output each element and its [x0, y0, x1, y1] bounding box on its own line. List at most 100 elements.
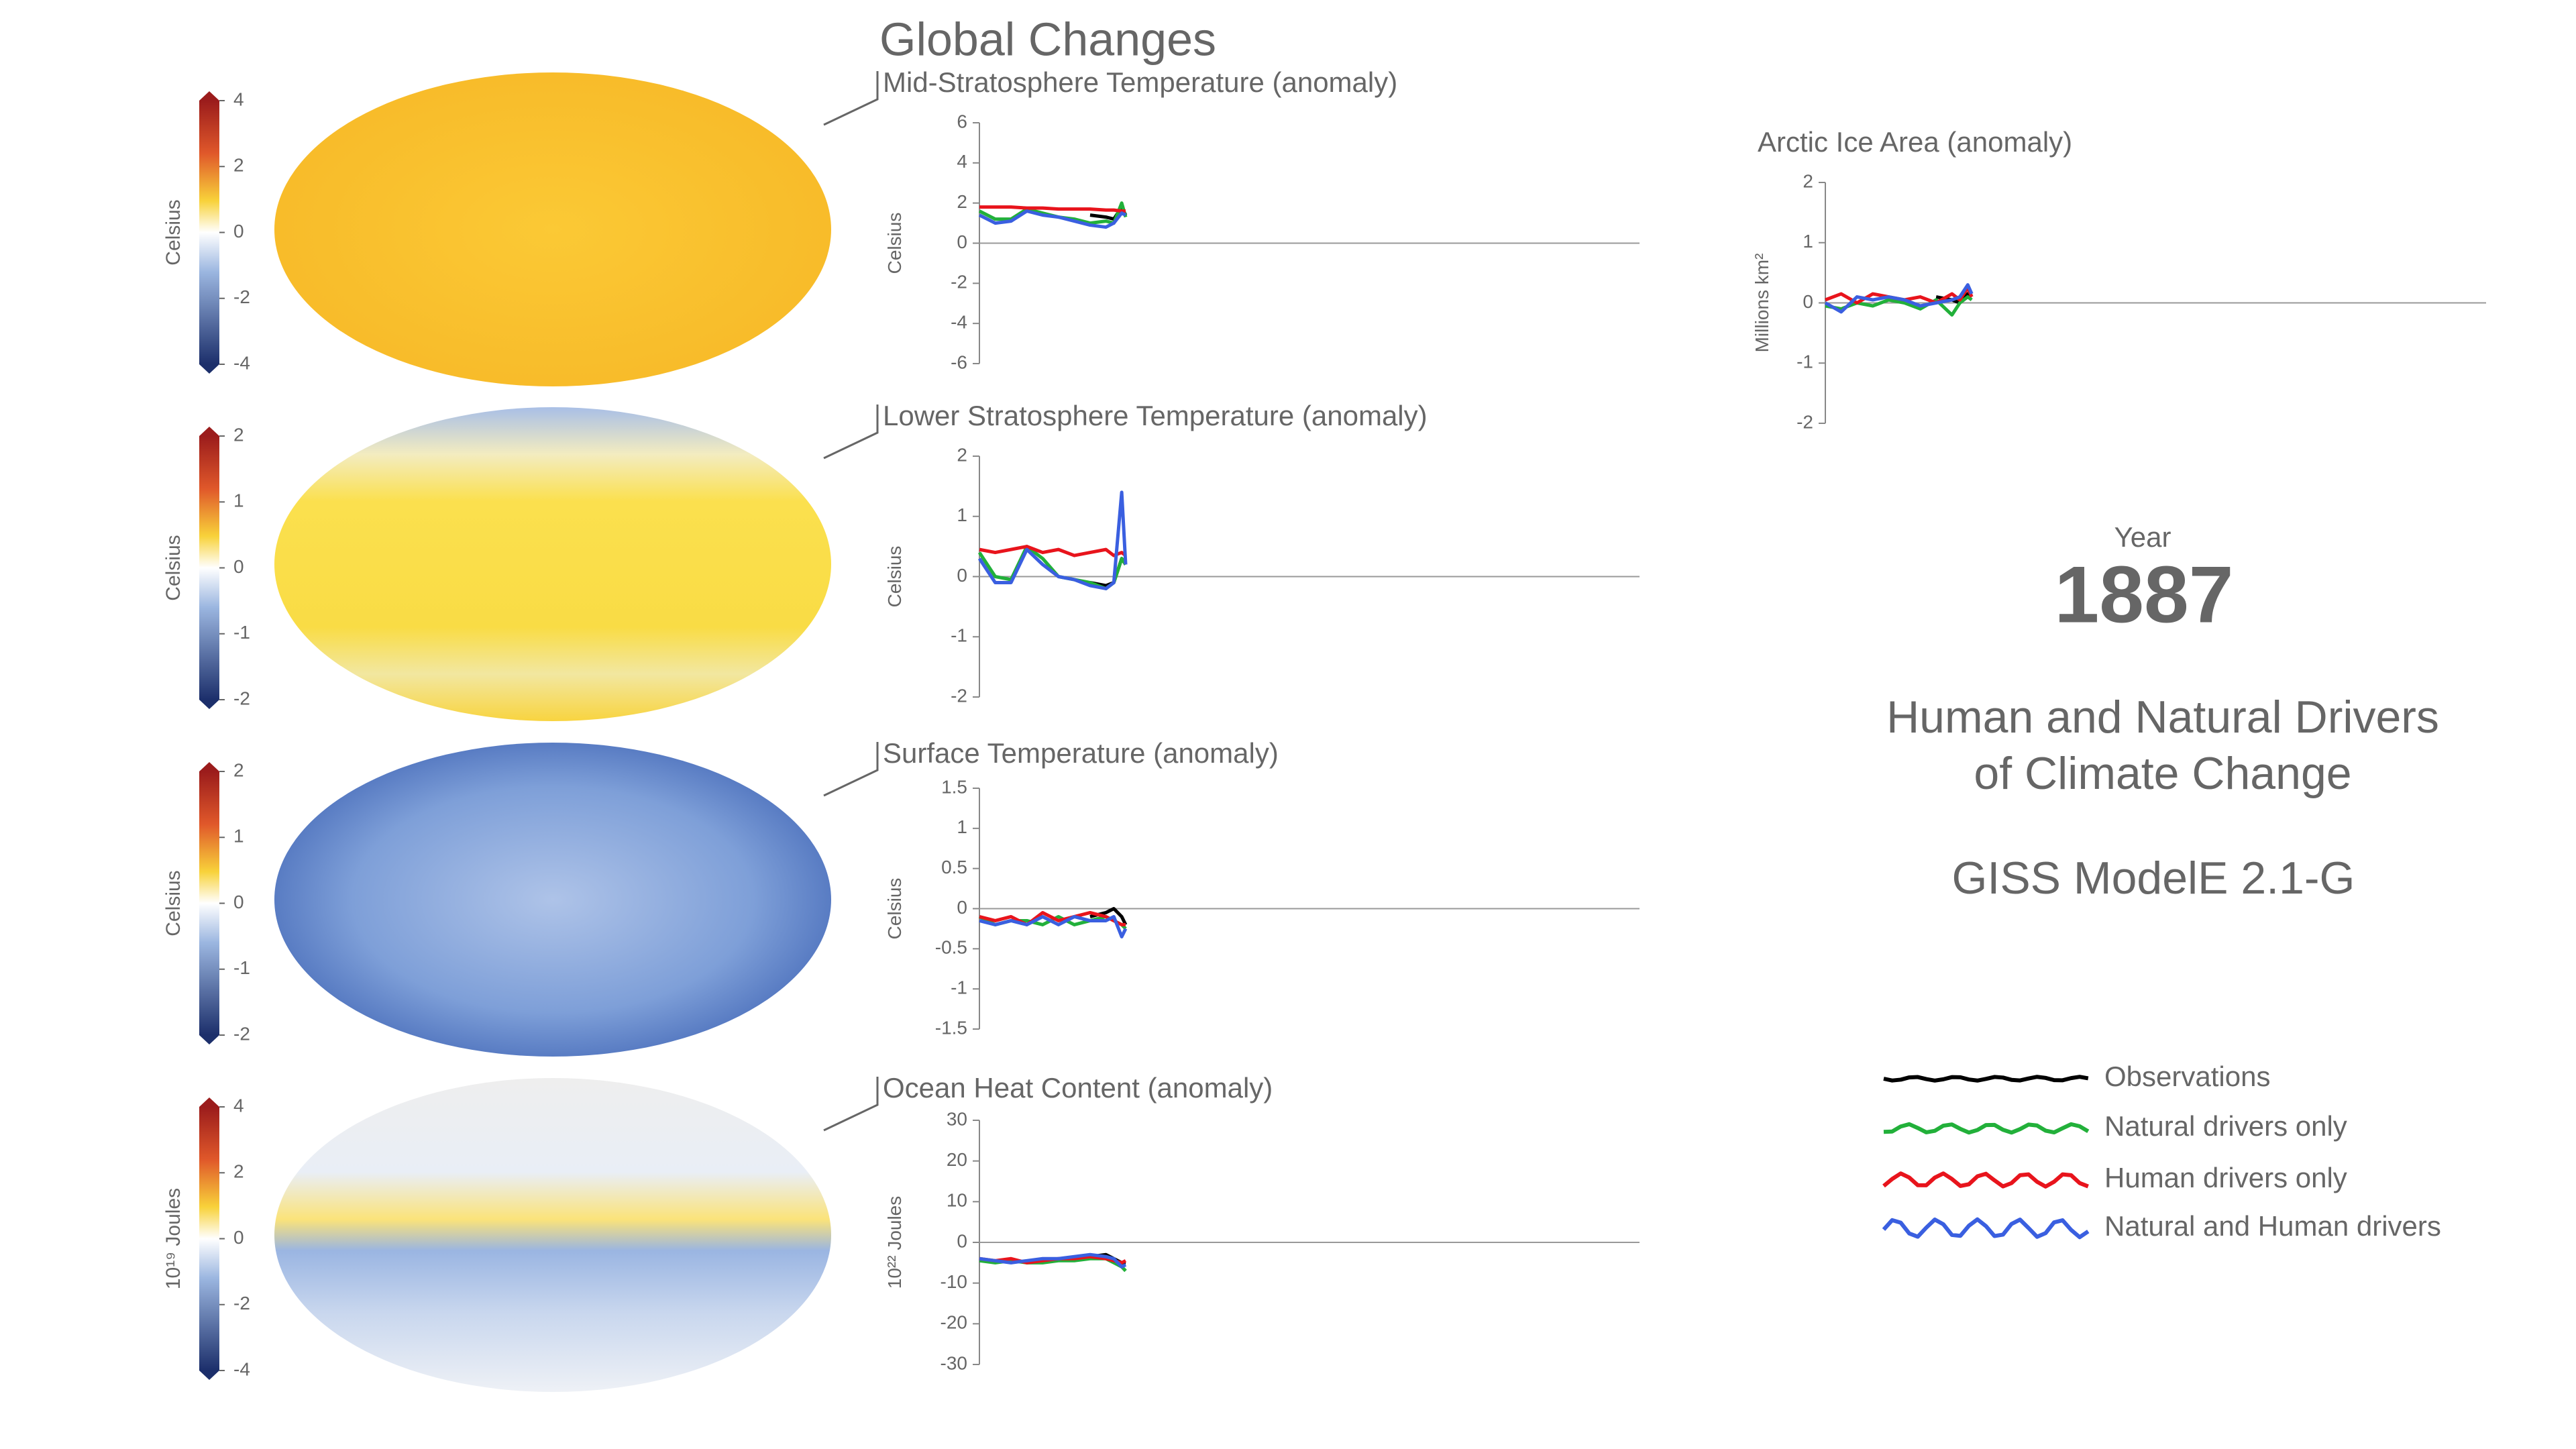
y-axis-label: 10²² Joules — [884, 1196, 905, 1289]
y-tick-label: -2 — [951, 685, 967, 706]
y-tick-label: 0 — [957, 231, 967, 252]
colorbar-tick-label: 2 — [233, 1161, 244, 1182]
headline: Human and Natural Drivers — [1886, 692, 2439, 743]
legend-swatch — [1882, 1217, 2090, 1240]
colorbar-tick-label: 4 — [233, 1095, 244, 1116]
connector — [823, 742, 879, 797]
y-tick-label: -6 — [951, 352, 967, 372]
colorbar-tick-label: 0 — [233, 556, 244, 577]
colorbar-tick-label: 1 — [233, 826, 244, 847]
y-axis-label: Millions km² — [1752, 254, 1772, 353]
colorbar-tick-label: -1 — [233, 957, 250, 978]
colorbar-tick-label: 0 — [233, 1227, 244, 1248]
colorbar-cap — [199, 1035, 219, 1044]
colorbar-label: Celsius — [162, 199, 184, 265]
colorbar-cap — [199, 427, 219, 436]
y-tick-label: 0 — [957, 1230, 967, 1251]
colorbar-tick-label: -2 — [233, 1023, 250, 1044]
y-axis-label: Celsius — [884, 878, 905, 940]
series-line — [1824, 283, 1974, 314]
colorbar-tick-label: 2 — [233, 759, 244, 780]
y-tick-label: 0.5 — [941, 857, 967, 877]
y-tick-label: -20 — [941, 1312, 967, 1333]
y-tick-label: -1 — [951, 625, 967, 646]
y-tick-label: 20 — [947, 1149, 967, 1170]
map — [274, 1078, 831, 1392]
legend-swatch — [1883, 1122, 2090, 1135]
colorbar-cap — [199, 1371, 219, 1380]
y-tick-label: 1.5 — [941, 776, 967, 797]
colorbar-cap — [199, 700, 219, 709]
colorbar-tick-label: 2 — [233, 424, 244, 445]
legend-label: Human drivers only — [2104, 1162, 2347, 1193]
colorbar — [199, 436, 219, 700]
colorbar-tick-label: -4 — [233, 1358, 250, 1379]
map — [274, 407, 831, 721]
colorbar-label: 10¹⁹ Joules — [162, 1188, 184, 1289]
y-tick-label: 2 — [957, 444, 967, 465]
colorbar-tick-label: -4 — [233, 352, 250, 373]
y-tick-label: 6 — [957, 111, 967, 131]
colorbar-tick-label: 0 — [233, 221, 244, 241]
map — [274, 72, 831, 386]
colorbar-tick-label: -2 — [233, 1293, 250, 1313]
colorbar-tick-label: -2 — [233, 286, 250, 307]
y-tick-label: -30 — [941, 1352, 967, 1373]
colorbar — [199, 1107, 219, 1371]
year: 1887 — [2055, 550, 2234, 640]
y-tick-label: -1 — [1796, 352, 1813, 372]
y-tick-label: -0.5 — [935, 937, 967, 958]
series-line — [979, 205, 1126, 213]
y-tick-label: 0 — [957, 897, 967, 918]
colorbar-label: Celsius — [162, 535, 184, 600]
y-tick-label: 1 — [957, 504, 967, 525]
model-name: GISS ModelE 2.1-G — [1952, 853, 2355, 904]
y-tick-label: -10 — [941, 1271, 967, 1292]
connector — [823, 71, 879, 126]
y-tick-label: 2 — [957, 191, 967, 212]
year-label: Year — [2114, 521, 2171, 553]
legend-swatch — [1883, 1075, 2089, 1083]
maps — [274, 72, 831, 1392]
connector — [823, 1077, 879, 1132]
series-line — [979, 1252, 1127, 1269]
y-tick-label: -2 — [1796, 411, 1813, 432]
colorbar — [199, 771, 219, 1035]
colorbar-cap — [199, 91, 219, 101]
legend-label: Natural and Human drivers — [2104, 1210, 2441, 1242]
colorbar-cap — [199, 762, 219, 771]
legend-swatch — [1882, 1171, 2089, 1189]
colorbar-tick-label: 1 — [233, 490, 244, 511]
y-tick-label: 1 — [1803, 231, 1813, 252]
series-line — [979, 545, 1127, 557]
colorbar-tick-label: 2 — [233, 155, 244, 176]
legend-label: Observations — [2104, 1061, 2270, 1092]
headline: of Climate Change — [1974, 748, 2351, 799]
series-line — [979, 914, 1128, 938]
chart-title: Ocean Heat Content (anomaly) — [883, 1072, 1273, 1104]
y-tick-label: 4 — [957, 151, 967, 172]
map — [274, 743, 831, 1057]
y-tick-label: 10 — [947, 1190, 967, 1211]
y-tick-label: -1.5 — [935, 1017, 967, 1038]
colorbar-tick-label: 4 — [233, 89, 244, 109]
page-title: Global Changes — [879, 13, 1216, 65]
chart-title: Mid-Stratosphere Temperature (anomaly) — [883, 66, 1397, 98]
series-line — [1825, 295, 1973, 317]
y-tick-label: 0 — [957, 565, 967, 586]
y-tick-label: 1 — [957, 816, 967, 837]
y-axis-label: Celsius — [884, 213, 905, 274]
series-line — [978, 209, 1127, 229]
chart-title: Surface Temperature (anomaly) — [883, 737, 1279, 769]
legend-label: Natural drivers only — [2104, 1110, 2347, 1142]
colorbar — [199, 101, 219, 364]
colorbar-tick-label: -2 — [233, 688, 250, 708]
colorbar-tick-label: -1 — [233, 622, 250, 643]
colorbar-label: Celsius — [162, 870, 184, 936]
colorbar-cap — [199, 1097, 219, 1107]
y-tick-label: -1 — [951, 977, 967, 998]
y-tick-label: -4 — [951, 312, 967, 333]
colorbar-cap — [199, 364, 219, 374]
